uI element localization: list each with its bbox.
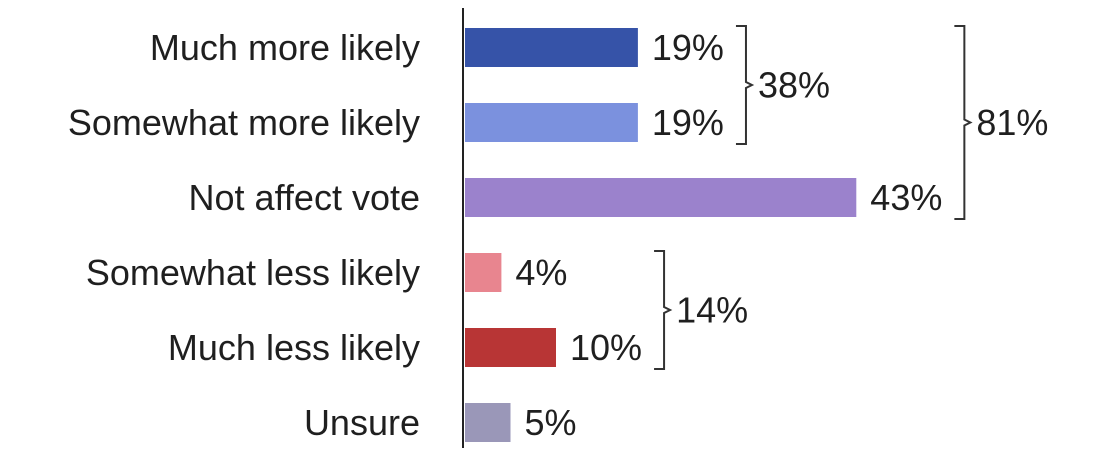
group-total-label: 38% [758,65,830,106]
group-total-label: 81% [976,102,1048,143]
category-label: Much more likely [150,27,420,68]
category-label: Somewhat more likely [68,102,420,143]
group-bracket [654,250,673,370]
bar [465,253,502,292]
category-label: Unsure [304,402,420,443]
value-label: 5% [525,402,577,443]
category-label: Not affect vote [189,177,420,218]
group-bracket [735,25,755,145]
bar [465,28,638,67]
value-label: 10% [570,327,642,368]
value-label: 19% [652,102,724,143]
bar-marks: Much more likely 19% Somewhat more likely 1… [68,25,1048,443]
group-total-label: 14% [676,290,748,331]
bar [465,328,556,367]
category-label: Much less likely [168,327,420,368]
category-label: Somewhat less likely [86,252,420,293]
bar [465,103,638,142]
bar [465,403,511,442]
group-bracket [954,25,973,220]
value-label: 19% [652,27,724,68]
bar [465,178,857,217]
value-label: 4% [515,252,567,293]
value-label: 43% [870,177,942,218]
